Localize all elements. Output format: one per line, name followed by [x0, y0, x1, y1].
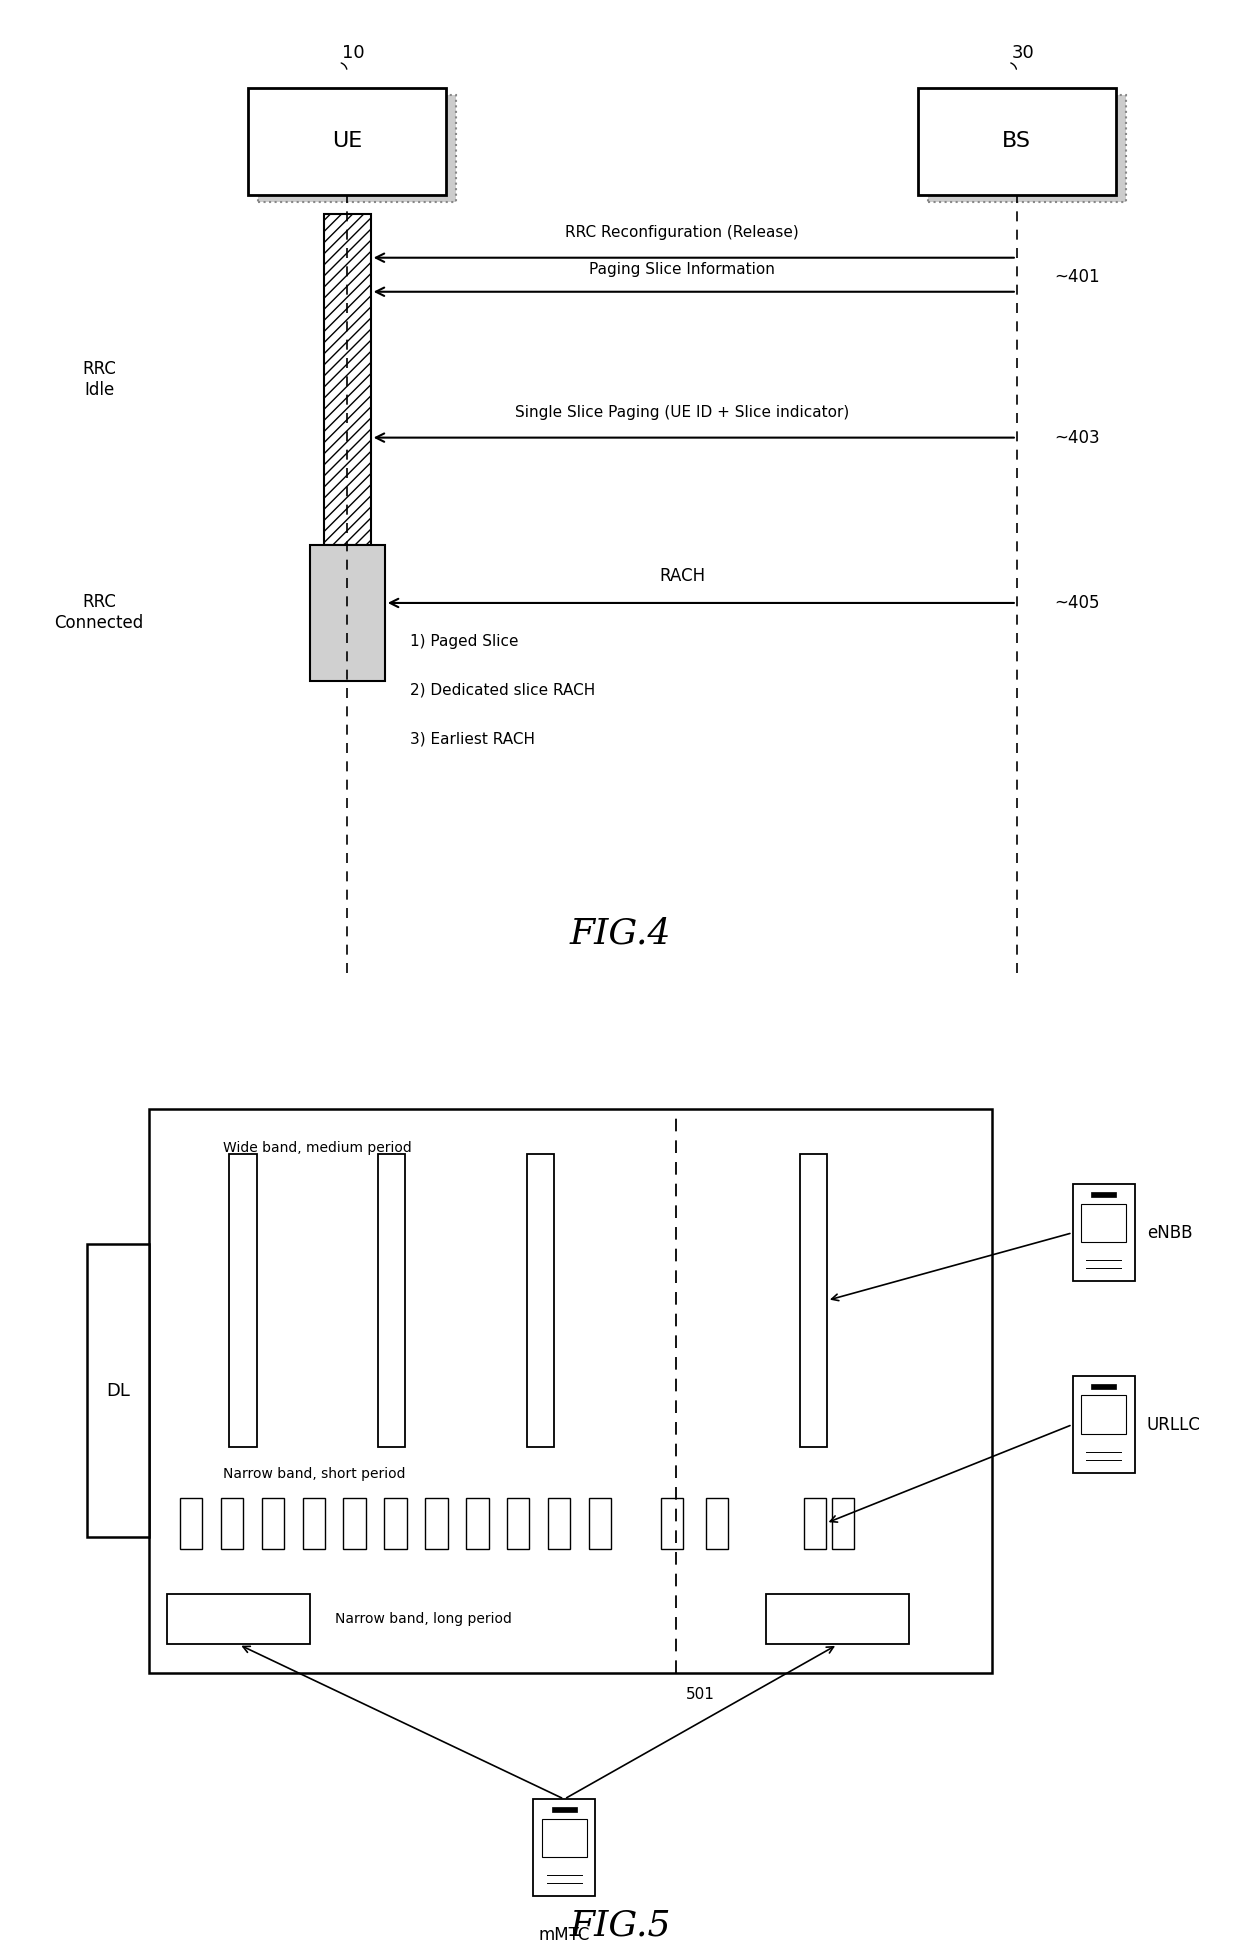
Text: ~403: ~403 — [1054, 428, 1100, 447]
Text: 2) Dedicated slice RACH: 2) Dedicated slice RACH — [409, 683, 595, 698]
Bar — [542, 1819, 587, 1857]
Text: Narrow band, short period: Narrow band, short period — [223, 1467, 405, 1480]
Text: mMTC: mMTC — [538, 1926, 590, 1945]
Text: RRC
Idle: RRC Idle — [82, 360, 117, 399]
Text: DL: DL — [105, 1381, 130, 1400]
Text: FIG.5: FIG.5 — [569, 1908, 671, 1943]
Bar — [229, 1153, 257, 1447]
Bar — [324, 214, 371, 545]
Bar — [180, 1498, 202, 1548]
Bar — [552, 1807, 577, 1813]
Text: RACH: RACH — [658, 568, 706, 585]
Bar — [167, 1593, 310, 1644]
Text: Wide band, medium period: Wide band, medium period — [223, 1140, 412, 1155]
Bar — [310, 545, 384, 681]
Bar — [1073, 1185, 1135, 1282]
Text: Paging Slice Information: Paging Slice Information — [589, 263, 775, 276]
Bar — [1081, 1204, 1126, 1243]
Bar — [507, 1498, 529, 1548]
Text: ~401: ~401 — [1054, 268, 1100, 286]
Text: URLLC: URLLC — [1147, 1416, 1200, 1433]
Bar — [1073, 1375, 1135, 1472]
Text: 1) Paged Slice: 1) Paged Slice — [409, 634, 518, 650]
Bar — [466, 1498, 489, 1548]
Text: BS: BS — [1002, 130, 1032, 152]
Bar — [221, 1498, 243, 1548]
Bar — [527, 1153, 554, 1447]
Text: eNBB: eNBB — [1147, 1223, 1193, 1241]
Bar — [800, 1153, 827, 1447]
Bar — [804, 1498, 826, 1548]
Bar — [832, 1498, 854, 1548]
Bar — [343, 1498, 366, 1548]
Bar — [928, 95, 1126, 202]
Text: UE: UE — [332, 130, 362, 152]
Bar — [248, 88, 446, 194]
Bar — [262, 1498, 284, 1548]
Bar — [1091, 1385, 1116, 1389]
Bar — [706, 1498, 728, 1548]
Bar — [918, 88, 1116, 194]
Text: Narrow band, long period: Narrow band, long period — [335, 1612, 512, 1626]
Bar — [303, 1498, 325, 1548]
Bar — [258, 95, 456, 202]
Text: 501: 501 — [686, 1686, 714, 1702]
Bar — [589, 1498, 611, 1548]
Bar — [766, 1593, 909, 1644]
Bar — [384, 1498, 407, 1548]
Text: 10: 10 — [342, 45, 365, 62]
Text: RRC
Connected: RRC Connected — [55, 593, 144, 632]
Text: Single Slice Paging (UE ID + Slice indicator): Single Slice Paging (UE ID + Slice indic… — [515, 405, 849, 420]
Text: RRC Reconfiguration (Release): RRC Reconfiguration (Release) — [565, 226, 799, 241]
Bar — [548, 1498, 570, 1548]
Bar — [661, 1498, 683, 1548]
Bar — [1091, 1192, 1116, 1196]
Bar — [378, 1153, 405, 1447]
Bar — [149, 1109, 992, 1673]
Bar — [425, 1498, 448, 1548]
Text: ~405: ~405 — [1054, 593, 1100, 613]
Text: FIG.4: FIG.4 — [569, 916, 671, 951]
Text: 30: 30 — [1012, 45, 1034, 62]
Text: 3) Earliest RACH: 3) Earliest RACH — [409, 731, 534, 747]
Bar — [1081, 1395, 1126, 1433]
Bar — [533, 1799, 595, 1896]
Bar — [87, 1245, 149, 1537]
